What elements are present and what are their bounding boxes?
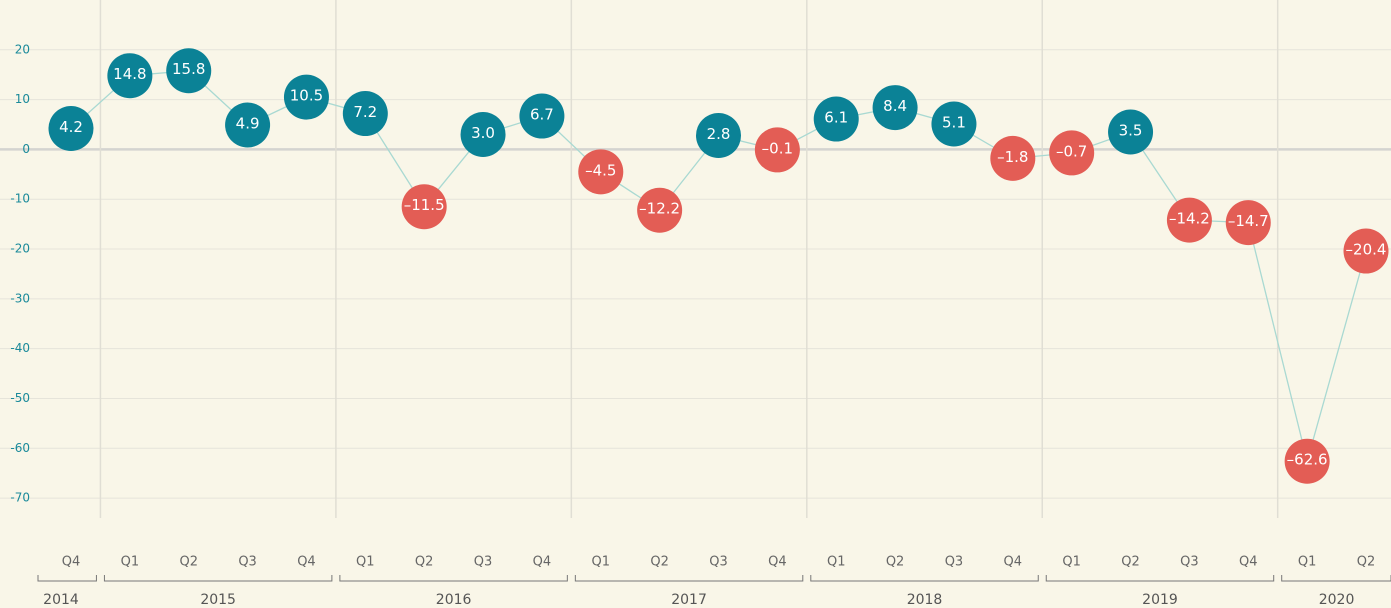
y-tick-label: -70 [10,491,30,505]
data-label: 6.1 [824,109,848,127]
point [225,102,271,148]
data-label: –4.5 [585,161,616,179]
year-label: 2017 [671,592,707,608]
point [1225,200,1271,246]
x-tick-label: Q4 [297,555,316,570]
data-label: –12.2 [639,200,680,218]
x-tick-label: Q1 [1298,555,1317,570]
point [931,101,977,147]
x-tick-label: Q4 [62,555,81,570]
point [578,149,624,195]
data-label: –14.2 [1169,210,1210,228]
point [1284,438,1330,484]
point [519,93,565,139]
year-label: 2016 [436,592,472,608]
data-label: 2.8 [707,125,731,143]
point [754,127,800,173]
year-bracket [103,575,333,582]
x-tick-label: Q3 [945,555,964,570]
point [401,184,447,230]
y-tick-label: -40 [10,341,30,355]
x-tick-label: Q2 [179,555,198,570]
year-label: 2020 [1319,592,1355,608]
x-tick-label: Q1 [356,555,375,570]
point [813,96,859,142]
year-label: 2019 [1142,592,1178,608]
data-label: –0.7 [1056,142,1087,160]
x-tick-label: Q2 [415,555,434,570]
point [107,53,153,99]
x-tick-label: Q3 [474,555,493,570]
x-tick-label: Q4 [1004,555,1023,570]
x-tick-label: Q3 [238,555,257,570]
data-label: 3.5 [1119,121,1143,139]
x-tick-label: Q1 [827,555,846,570]
y-tick-label: -10 [10,192,30,206]
data-label: –62.6 [1287,451,1328,469]
point [166,48,212,94]
x-tick-label: Q2 [650,555,669,570]
year-bracket [1045,575,1275,582]
point [1049,130,1095,176]
point [48,106,94,152]
x-tick-label: Q4 [768,555,787,570]
x-tick-label: Q1 [121,555,140,570]
year-label: 2015 [200,592,236,608]
x-tick-label: Q3 [709,555,728,570]
point [460,111,506,157]
data-label: –14.7 [1228,212,1269,230]
x-tick-label: Q4 [1239,555,1258,570]
point [342,91,388,137]
point [637,187,683,233]
x-tick-label: Q2 [1357,555,1376,570]
point [1108,109,1154,155]
year-bracket [810,575,1039,582]
data-label: –20.4 [1346,241,1387,259]
x-tick-label: Q3 [1180,555,1199,570]
data-label: 5.1 [942,114,966,132]
data-label: 6.7 [530,106,554,124]
y-tick-label: -30 [10,291,30,305]
data-label: 10.5 [290,87,323,105]
year-label: 2018 [907,592,943,608]
year-bracket [1281,575,1391,582]
x-tick-label: Q1 [1062,555,1081,570]
point [1166,197,1212,243]
year-label: 2014 [43,592,79,608]
year-bracket [37,575,97,582]
point [1343,228,1389,274]
data-label: 3.0 [471,124,495,142]
year-bracket [574,575,804,582]
data-label: 7.2 [353,103,377,121]
x-tick-label: Q1 [592,555,611,570]
data-label: 15.8 [172,60,205,78]
point [283,74,329,120]
data-label: 4.9 [236,115,260,133]
x-tick-label: Q2 [1121,555,1140,570]
data-label: –11.5 [404,196,445,214]
y-tick-label: 0 [22,142,30,156]
y-tick-label: 20 [15,42,30,56]
point [872,85,918,131]
x-tick-label: Q2 [886,555,905,570]
point [990,135,1036,181]
y-tick-label: 10 [15,92,30,106]
data-label: 4.2 [59,118,83,136]
year-bracket [339,575,568,582]
data-label: –1.8 [997,148,1028,166]
x-tick-label: Q4 [533,555,552,570]
point [696,112,741,158]
data-label: –0.1 [762,139,793,157]
data-label: 8.4 [883,97,907,115]
y-tick-label: -60 [10,441,30,455]
data-label: 14.8 [113,65,146,83]
y-tick-label: -50 [10,391,30,405]
y-tick-label: -20 [10,242,30,256]
